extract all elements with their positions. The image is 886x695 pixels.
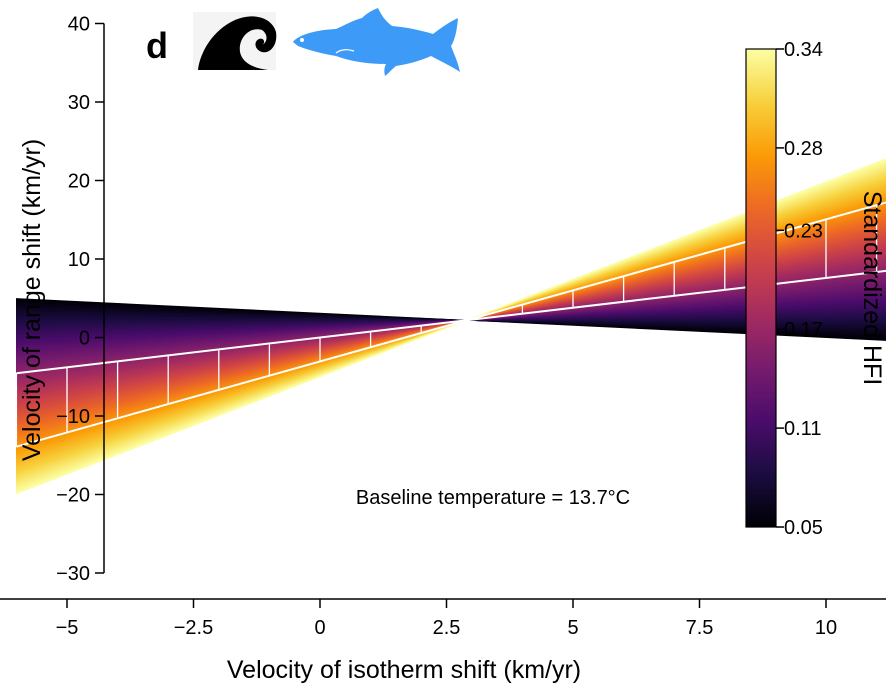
y-tick-label: 30 bbox=[68, 92, 90, 114]
fan-slice bbox=[15, 319, 467, 495]
band-upper-line bbox=[16, 201, 886, 448]
colorbar-tick-label: 0.11 bbox=[784, 418, 821, 440]
band-lower-line bbox=[16, 269, 886, 375]
y-axis: −30 −20 −10 0 10 20 30 40 bbox=[56, 14, 105, 585]
colorbar-tick-label: 0.17 bbox=[784, 319, 823, 341]
x-tick-label: 2.5 bbox=[433, 617, 461, 639]
y-tick-label: −10 bbox=[56, 406, 90, 428]
wave-icon bbox=[193, 12, 277, 70]
colorbar-tick-label: 0.23 bbox=[784, 220, 823, 242]
y-tick-label: 40 bbox=[68, 14, 90, 36]
x-tick-label: 7.5 bbox=[686, 617, 714, 639]
y-tick-label: −20 bbox=[56, 485, 90, 507]
y-tick-label: −30 bbox=[56, 563, 90, 585]
credible-band bbox=[15, 201, 886, 448]
annotation: Baseline temperature = 13.7°C bbox=[356, 487, 630, 509]
colorbar: 0.05 0.11 0.17 0.23 0.28 0.34 Standardized HF… bbox=[745, 39, 886, 539]
y-tick-label: 10 bbox=[68, 249, 90, 271]
y-tick-label: 20 bbox=[68, 171, 90, 193]
x-tick-label: 5 bbox=[567, 617, 578, 639]
x-axis: −7.5−5−2.502.557.51012.515 bbox=[0, 598, 886, 639]
salmon-icon bbox=[293, 8, 460, 76]
x-tick-label: −5 bbox=[56, 617, 79, 639]
panel-letter: d bbox=[146, 25, 168, 66]
x-tick-label: −2.5 bbox=[174, 617, 213, 639]
x-tick-label: 0 bbox=[314, 617, 325, 639]
colorbar-tick-label: 0.34 bbox=[784, 39, 823, 61]
y-axis-label: Velocity of range shift (km/yr) bbox=[18, 139, 46, 461]
x-axis-label: Velocity of isotherm shift (km/yr) bbox=[227, 656, 581, 684]
colorbar-label: Standardized HFI bbox=[858, 191, 886, 386]
colorbar-ticks: 0.05 0.11 0.17 0.23 0.28 0.34 bbox=[776, 39, 823, 539]
y-tick-label: 0 bbox=[79, 328, 90, 350]
colorbar-gradient bbox=[745, 48, 777, 528]
colorbar-tick-label: 0.05 bbox=[784, 517, 823, 539]
x-tick-label: 10 bbox=[815, 617, 837, 639]
colorbar-tick-label: 0.28 bbox=[784, 138, 823, 160]
